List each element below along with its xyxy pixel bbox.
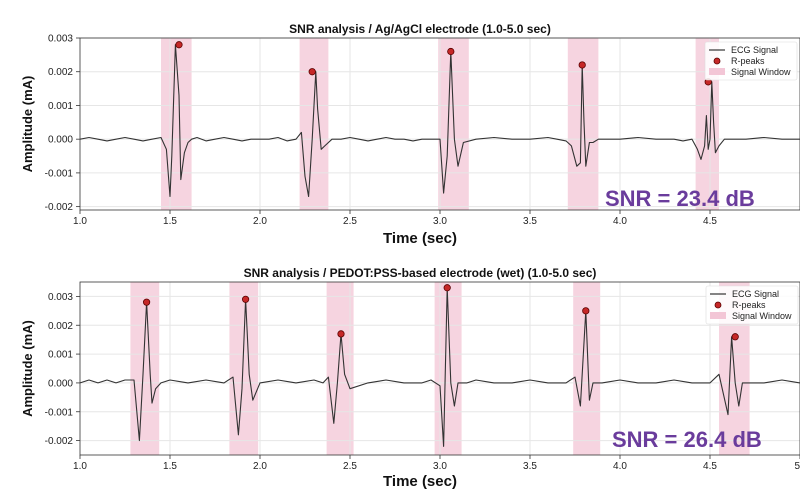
y-tick-label: 0.003	[48, 34, 73, 45]
signal-window-2	[299, 38, 329, 210]
y-tick-label: -0.002	[45, 202, 74, 213]
r-peak-marker	[175, 41, 183, 49]
y-axis-label: Amplitude (mA)	[20, 320, 35, 417]
legend-swatch-patch	[709, 68, 725, 75]
r-peak-marker	[443, 284, 451, 292]
x-tick-label: 1.0	[73, 461, 87, 472]
x-axis-label: Time (sec)	[383, 230, 457, 247]
y-tick-label: 0.001	[48, 101, 73, 112]
y-tick-label: 0.000	[48, 135, 73, 146]
y-tick-label: -0.001	[45, 407, 74, 418]
x-tick-label: 4.5	[703, 461, 717, 472]
chart-panel-1: 1.0 1.5 2.0 2.5 3.0 3.5 4.0 4.5 -0.002 -0.001 0.00…	[20, 22, 800, 247]
signal-window-1	[161, 38, 192, 210]
legend-entry-label: R-peaks	[731, 56, 765, 66]
signal-window-2	[229, 282, 259, 455]
legend-entry-label: Signal Window	[731, 67, 791, 77]
y-tick-label: -0.001	[45, 168, 74, 179]
legend-entry-label: R-peaks	[732, 300, 766, 310]
x-tick-label: 3.0	[433, 461, 447, 472]
legend-swatch-patch	[710, 312, 726, 319]
snr-annotation: SNR = 26.4 dB	[612, 427, 762, 452]
legend-swatch-marker	[713, 57, 721, 65]
x-tick-label: 3.5	[523, 461, 537, 472]
r-peak-marker	[582, 307, 590, 315]
x-tick-label: 1.5	[163, 216, 177, 227]
x-tick-label: 4.5	[703, 216, 717, 227]
r-peak-marker	[242, 295, 250, 303]
r-peak-marker	[308, 68, 316, 76]
x-tick-label: 2.0	[253, 216, 267, 227]
chart-title: SNR analysis / Ag/AgCl electrode (1.0-5.…	[289, 22, 551, 36]
x-tick-label: 3.5	[523, 216, 537, 227]
y-tick-label: 0.003	[48, 292, 73, 303]
x-tick-label: 5	[794, 461, 800, 472]
r-peak-marker	[447, 47, 455, 56]
x-tick-label: 1.0	[73, 216, 87, 227]
x-tick-label: 3.0	[433, 216, 447, 227]
snr-annotation: SNR = 23.4 dB	[605, 186, 755, 211]
ecg-signal-line	[80, 287, 800, 447]
x-tick-label: 1.5	[163, 461, 177, 472]
legend-swatch-marker	[714, 301, 722, 309]
legend-box	[704, 41, 798, 81]
chart-panel-2: 1.0 1.5 2.0 2.5 3.0 3.5 4.0 4.5 5 -0.002 -0.001 0.0…	[20, 266, 800, 490]
y-axis-label: Amplitude (mA)	[20, 76, 35, 173]
legend-entry-label: Signal Window	[732, 311, 792, 321]
legend-entry-label: ECG Signal	[732, 289, 779, 299]
signal-window-1	[130, 282, 160, 455]
x-tick-label: 2.5	[343, 216, 357, 227]
r-peak-marker	[578, 61, 586, 69]
r-peak-marker	[731, 333, 739, 341]
ecg-signal-line	[80, 44, 800, 198]
r-peak-marker	[337, 330, 345, 338]
x-axis-label: Time (sec)	[383, 473, 457, 490]
legend-box	[705, 285, 799, 325]
y-tick-label: 0.000	[48, 378, 73, 389]
signal-window-3	[326, 282, 354, 455]
y-tick-label: 0.002	[48, 67, 73, 78]
y-tick-label: -0.002	[45, 436, 74, 447]
x-tick-label: 4.0	[613, 216, 627, 227]
legend-entry-label: ECG Signal	[731, 45, 778, 55]
r-peak-marker	[143, 298, 151, 306]
y-tick-label: 0.001	[48, 350, 73, 361]
chart-title: SNR analysis / PEDOT:PSS-based electrode…	[244, 266, 597, 280]
x-tick-label: 2.5	[343, 461, 357, 472]
x-tick-label: 4.0	[613, 461, 627, 472]
x-tick-label: 2.0	[253, 461, 267, 472]
y-tick-label: 0.002	[48, 321, 73, 332]
